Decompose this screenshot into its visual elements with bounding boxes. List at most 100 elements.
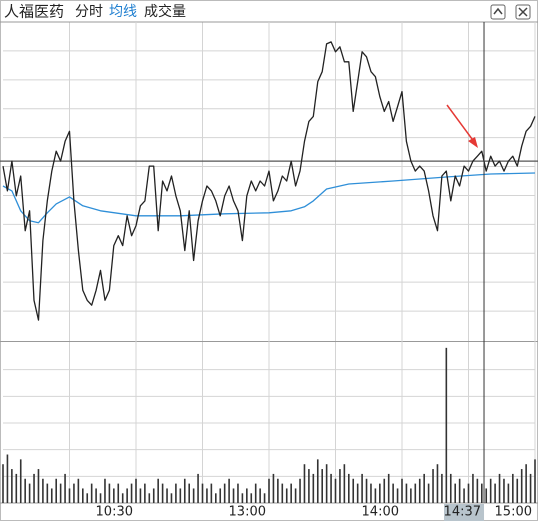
volume-bar bbox=[55, 478, 57, 503]
volume-bar bbox=[237, 483, 239, 503]
volume-bar bbox=[294, 488, 297, 503]
volume-bar bbox=[117, 483, 120, 503]
volume-bar bbox=[463, 488, 465, 503]
volume-bar bbox=[370, 483, 372, 503]
zoom-button[interactable] bbox=[490, 4, 506, 20]
x-tick-label: 15:00 bbox=[495, 505, 532, 520]
volume-bar bbox=[68, 488, 71, 503]
volume-bar bbox=[529, 473, 532, 503]
volume-bar bbox=[228, 478, 230, 503]
volume-bar bbox=[503, 478, 505, 503]
volume-bar bbox=[325, 464, 328, 503]
volume-bar bbox=[104, 478, 106, 503]
volume-bar bbox=[73, 483, 75, 503]
chart-title: 人福医药 bbox=[4, 3, 64, 21]
volume-bar bbox=[410, 488, 412, 503]
volume-bar bbox=[312, 473, 315, 503]
volume-bar bbox=[139, 488, 142, 503]
volume-bar bbox=[441, 473, 443, 503]
cursor-label: 14:37 bbox=[444, 505, 481, 520]
volume-bar bbox=[516, 478, 519, 503]
volume-bar bbox=[467, 483, 470, 503]
volume-bar bbox=[268, 478, 270, 503]
volume-bar bbox=[148, 493, 151, 503]
volume-bar bbox=[423, 473, 425, 503]
volume-bar bbox=[361, 473, 363, 503]
volume-bar bbox=[396, 488, 399, 503]
volume-bar bbox=[183, 478, 186, 503]
volume-bar bbox=[330, 473, 332, 503]
volume-bar bbox=[321, 469, 323, 503]
volume-bar bbox=[77, 478, 80, 503]
volume-bar bbox=[82, 488, 84, 503]
volume-bar bbox=[59, 483, 62, 503]
volume-bar bbox=[42, 478, 44, 503]
volume-bar bbox=[432, 469, 434, 503]
volume-bar bbox=[95, 488, 97, 503]
volume-bar bbox=[436, 464, 439, 503]
volume-bar bbox=[299, 478, 301, 503]
close-button[interactable] bbox=[515, 4, 531, 20]
volume-bar bbox=[405, 483, 408, 503]
volume-bar bbox=[188, 483, 190, 503]
volume-bar bbox=[476, 478, 479, 503]
volume-bar bbox=[197, 473, 199, 503]
volume-bar bbox=[374, 488, 377, 503]
volume-bar bbox=[50, 488, 53, 503]
volume-bar bbox=[352, 478, 355, 503]
volume-bar bbox=[445, 347, 448, 503]
volume-bar bbox=[2, 464, 4, 503]
volume-bar bbox=[449, 473, 452, 503]
volume-bar bbox=[161, 483, 164, 503]
volume-bar bbox=[290, 483, 292, 503]
volume-bar bbox=[458, 478, 461, 503]
volume-bar bbox=[472, 473, 474, 503]
volume-bar bbox=[348, 473, 350, 503]
volume-bar bbox=[498, 473, 501, 503]
volume-bar bbox=[6, 454, 9, 503]
volume-bar bbox=[507, 483, 510, 503]
volume-bar bbox=[46, 483, 49, 503]
volume-bar bbox=[241, 493, 244, 503]
volume-bar bbox=[175, 483, 177, 503]
cursor-label-bg bbox=[444, 504, 485, 521]
volume-bar bbox=[11, 469, 13, 503]
volume-bar bbox=[259, 488, 261, 503]
annotation-arrow-head bbox=[468, 137, 478, 148]
volume-bar bbox=[135, 478, 137, 503]
volume-bar bbox=[254, 483, 257, 503]
tab[interactable]: 均线 bbox=[109, 4, 137, 20]
volume-bar bbox=[281, 483, 284, 503]
tab[interactable]: 成交量 bbox=[144, 3, 186, 20]
volume-bar bbox=[192, 488, 195, 503]
volume-bar bbox=[489, 478, 492, 503]
volume-bar bbox=[272, 473, 275, 503]
price-line bbox=[2, 41, 536, 321]
volume-bar bbox=[392, 483, 394, 503]
volume-bar bbox=[157, 478, 159, 503]
volume-bar bbox=[24, 478, 26, 503]
volume-bar bbox=[219, 488, 222, 503]
volume-bar bbox=[152, 488, 155, 503]
volume-bar bbox=[383, 478, 386, 503]
volume-bar bbox=[316, 459, 319, 503]
volume-bar bbox=[108, 483, 111, 503]
volume-bar bbox=[223, 483, 226, 503]
volume-bar bbox=[285, 488, 288, 503]
volume-bar bbox=[401, 478, 403, 503]
volume-bar bbox=[263, 493, 266, 503]
volume-bar bbox=[481, 483, 483, 503]
tab[interactable]: 分时 bbox=[75, 4, 103, 20]
volume-bar bbox=[33, 473, 35, 503]
volume-bar bbox=[534, 459, 536, 503]
volume-bar bbox=[201, 483, 204, 503]
annotation-arrow bbox=[446, 104, 476, 144]
volume-bar bbox=[90, 483, 93, 503]
volume-bar bbox=[512, 473, 514, 503]
volume-bar bbox=[520, 469, 523, 503]
volume-bar bbox=[334, 478, 337, 503]
volume-bar bbox=[19, 459, 22, 503]
volume-bar bbox=[379, 483, 381, 503]
volume-bar bbox=[121, 493, 124, 503]
